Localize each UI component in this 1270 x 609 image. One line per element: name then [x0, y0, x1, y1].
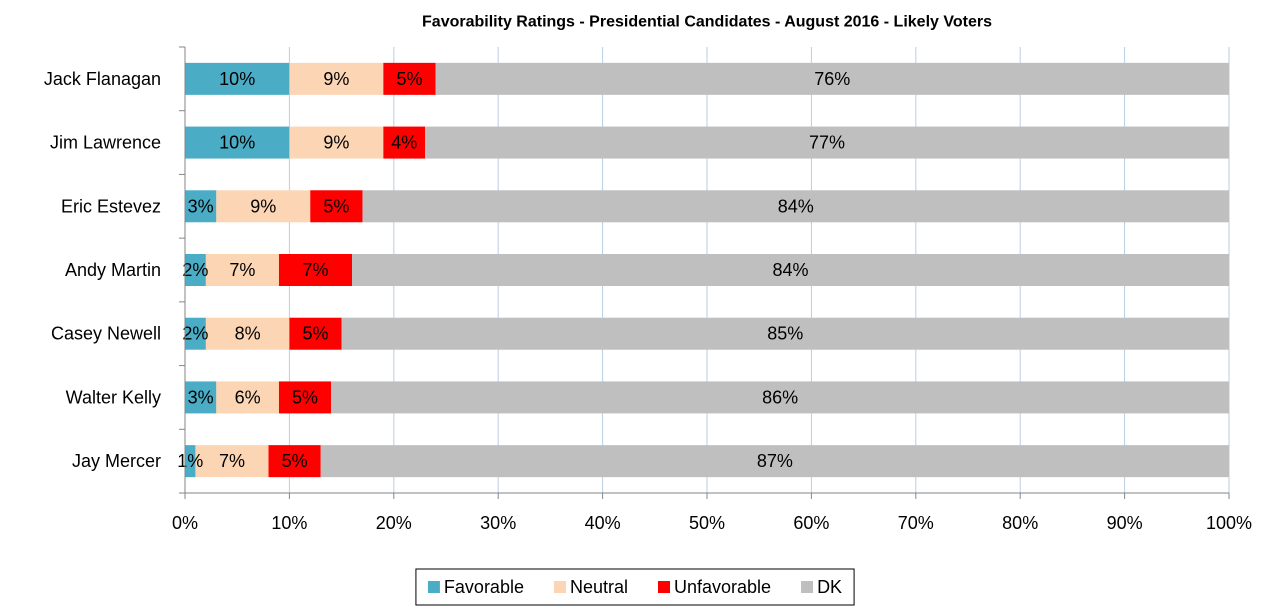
bar-segment — [205, 254, 279, 286]
data-label: 9% — [323, 133, 349, 153]
legend-label: Neutral — [570, 577, 628, 597]
x-tick-label: 30% — [480, 513, 516, 533]
chart-title: Favorability Ratings - Presidential Cand… — [422, 14, 992, 31]
legend-swatch — [427, 581, 440, 593]
data-label: 1% — [177, 451, 203, 471]
bar-segment — [289, 62, 384, 95]
y-tick-label: Casey Newell — [51, 324, 161, 344]
data-label: 9% — [323, 69, 349, 89]
bar-segment — [216, 381, 279, 414]
x-tick-label: 60% — [793, 513, 829, 533]
y-tick-label: Walter Kelly — [66, 387, 161, 407]
bars — [185, 62, 1229, 478]
x-tick-label: 90% — [1107, 513, 1143, 533]
bar-segment — [195, 445, 269, 478]
data-label: 5% — [396, 69, 422, 89]
data-label: 5% — [282, 451, 308, 471]
legend: Favorable Neutral Unfavorable DK — [415, 568, 855, 606]
bar-segment — [425, 126, 1229, 159]
legend-swatch — [553, 581, 566, 593]
data-label: 2% — [182, 324, 208, 344]
legend-label: DK — [817, 577, 842, 597]
bar-segment — [289, 317, 342, 350]
bar-segment — [278, 254, 353, 286]
bar-segment — [331, 381, 1229, 414]
bar-segment — [383, 62, 436, 95]
y-tick-label: Jim Lawrence — [50, 133, 161, 153]
data-label: 7% — [219, 451, 245, 471]
data-label: 77% — [809, 133, 845, 153]
data-label: 3% — [188, 196, 214, 216]
x-tick-label: 20% — [376, 513, 412, 533]
legend-label: Favorable — [444, 577, 524, 597]
bar-segment — [185, 190, 217, 223]
data-label: 7% — [229, 260, 255, 280]
bar-segment — [352, 254, 1229, 286]
bar-segment — [185, 445, 196, 478]
data-label: 2% — [182, 260, 208, 280]
data-label: 84% — [773, 260, 809, 280]
data-label: 87% — [757, 451, 793, 471]
axes: 0% 10% 20% 30% 40% 50% 60% 70% 80% 90% 100% — [172, 46, 1252, 533]
data-label: 6% — [235, 387, 261, 407]
bar-segment — [216, 190, 311, 223]
x-tick-label: 40% — [585, 513, 621, 533]
bar-segment — [289, 126, 384, 159]
bar-segment — [205, 317, 290, 350]
data-label: 3% — [188, 387, 214, 407]
legend-swatch — [658, 581, 670, 593]
bar-segment — [185, 254, 206, 286]
bar-segment — [341, 317, 1229, 350]
bar-segment — [362, 190, 1229, 223]
data-label: 10% — [219, 69, 255, 89]
x-tick-label: 10% — [271, 513, 307, 533]
data-label: 76% — [814, 69, 850, 89]
bar-segment — [320, 445, 1229, 478]
x-tick-label: 70% — [898, 513, 934, 533]
data-label: 84% — [778, 196, 814, 216]
legend-box — [415, 568, 855, 606]
y-tick-label: Jack Flanagan — [44, 69, 161, 89]
data-label: 85% — [767, 324, 803, 344]
bar-segment — [268, 445, 321, 478]
data-label: 9% — [250, 196, 276, 216]
x-tick-label: 80% — [1002, 513, 1038, 533]
data-label: 86% — [762, 387, 798, 407]
legend-label: Unfavorable — [674, 577, 771, 597]
bar-segment — [185, 62, 290, 95]
x-tick-label: 0% — [172, 513, 198, 533]
data-label: 5% — [302, 324, 328, 344]
data-label: 10% — [219, 133, 255, 153]
bar-segment — [383, 126, 426, 159]
x-tick-label: 100% — [1206, 513, 1252, 533]
y-tick-label: Jay Mercer — [72, 451, 161, 471]
bar-segment — [185, 126, 290, 159]
bar-segment — [278, 381, 332, 414]
data-label: 7% — [302, 260, 328, 280]
labels: Jack Flanagan 10% 9% 5% 76% Jim Lawrence 10% 9%… — [44, 69, 850, 471]
bar-segment — [185, 317, 206, 350]
y-tick-label: Andy Martin — [65, 260, 161, 280]
data-label: 5% — [292, 387, 318, 407]
x-tick-label: 50% — [689, 513, 725, 533]
legend-swatch — [801, 581, 814, 593]
data-label: 8% — [235, 324, 261, 344]
y-tick-label: Eric Estevez — [61, 196, 161, 216]
bar-segment — [435, 62, 1229, 95]
bar-segment — [310, 190, 363, 223]
data-label: 5% — [323, 196, 349, 216]
bar-segment — [185, 381, 217, 414]
data-label: 4% — [391, 133, 417, 153]
